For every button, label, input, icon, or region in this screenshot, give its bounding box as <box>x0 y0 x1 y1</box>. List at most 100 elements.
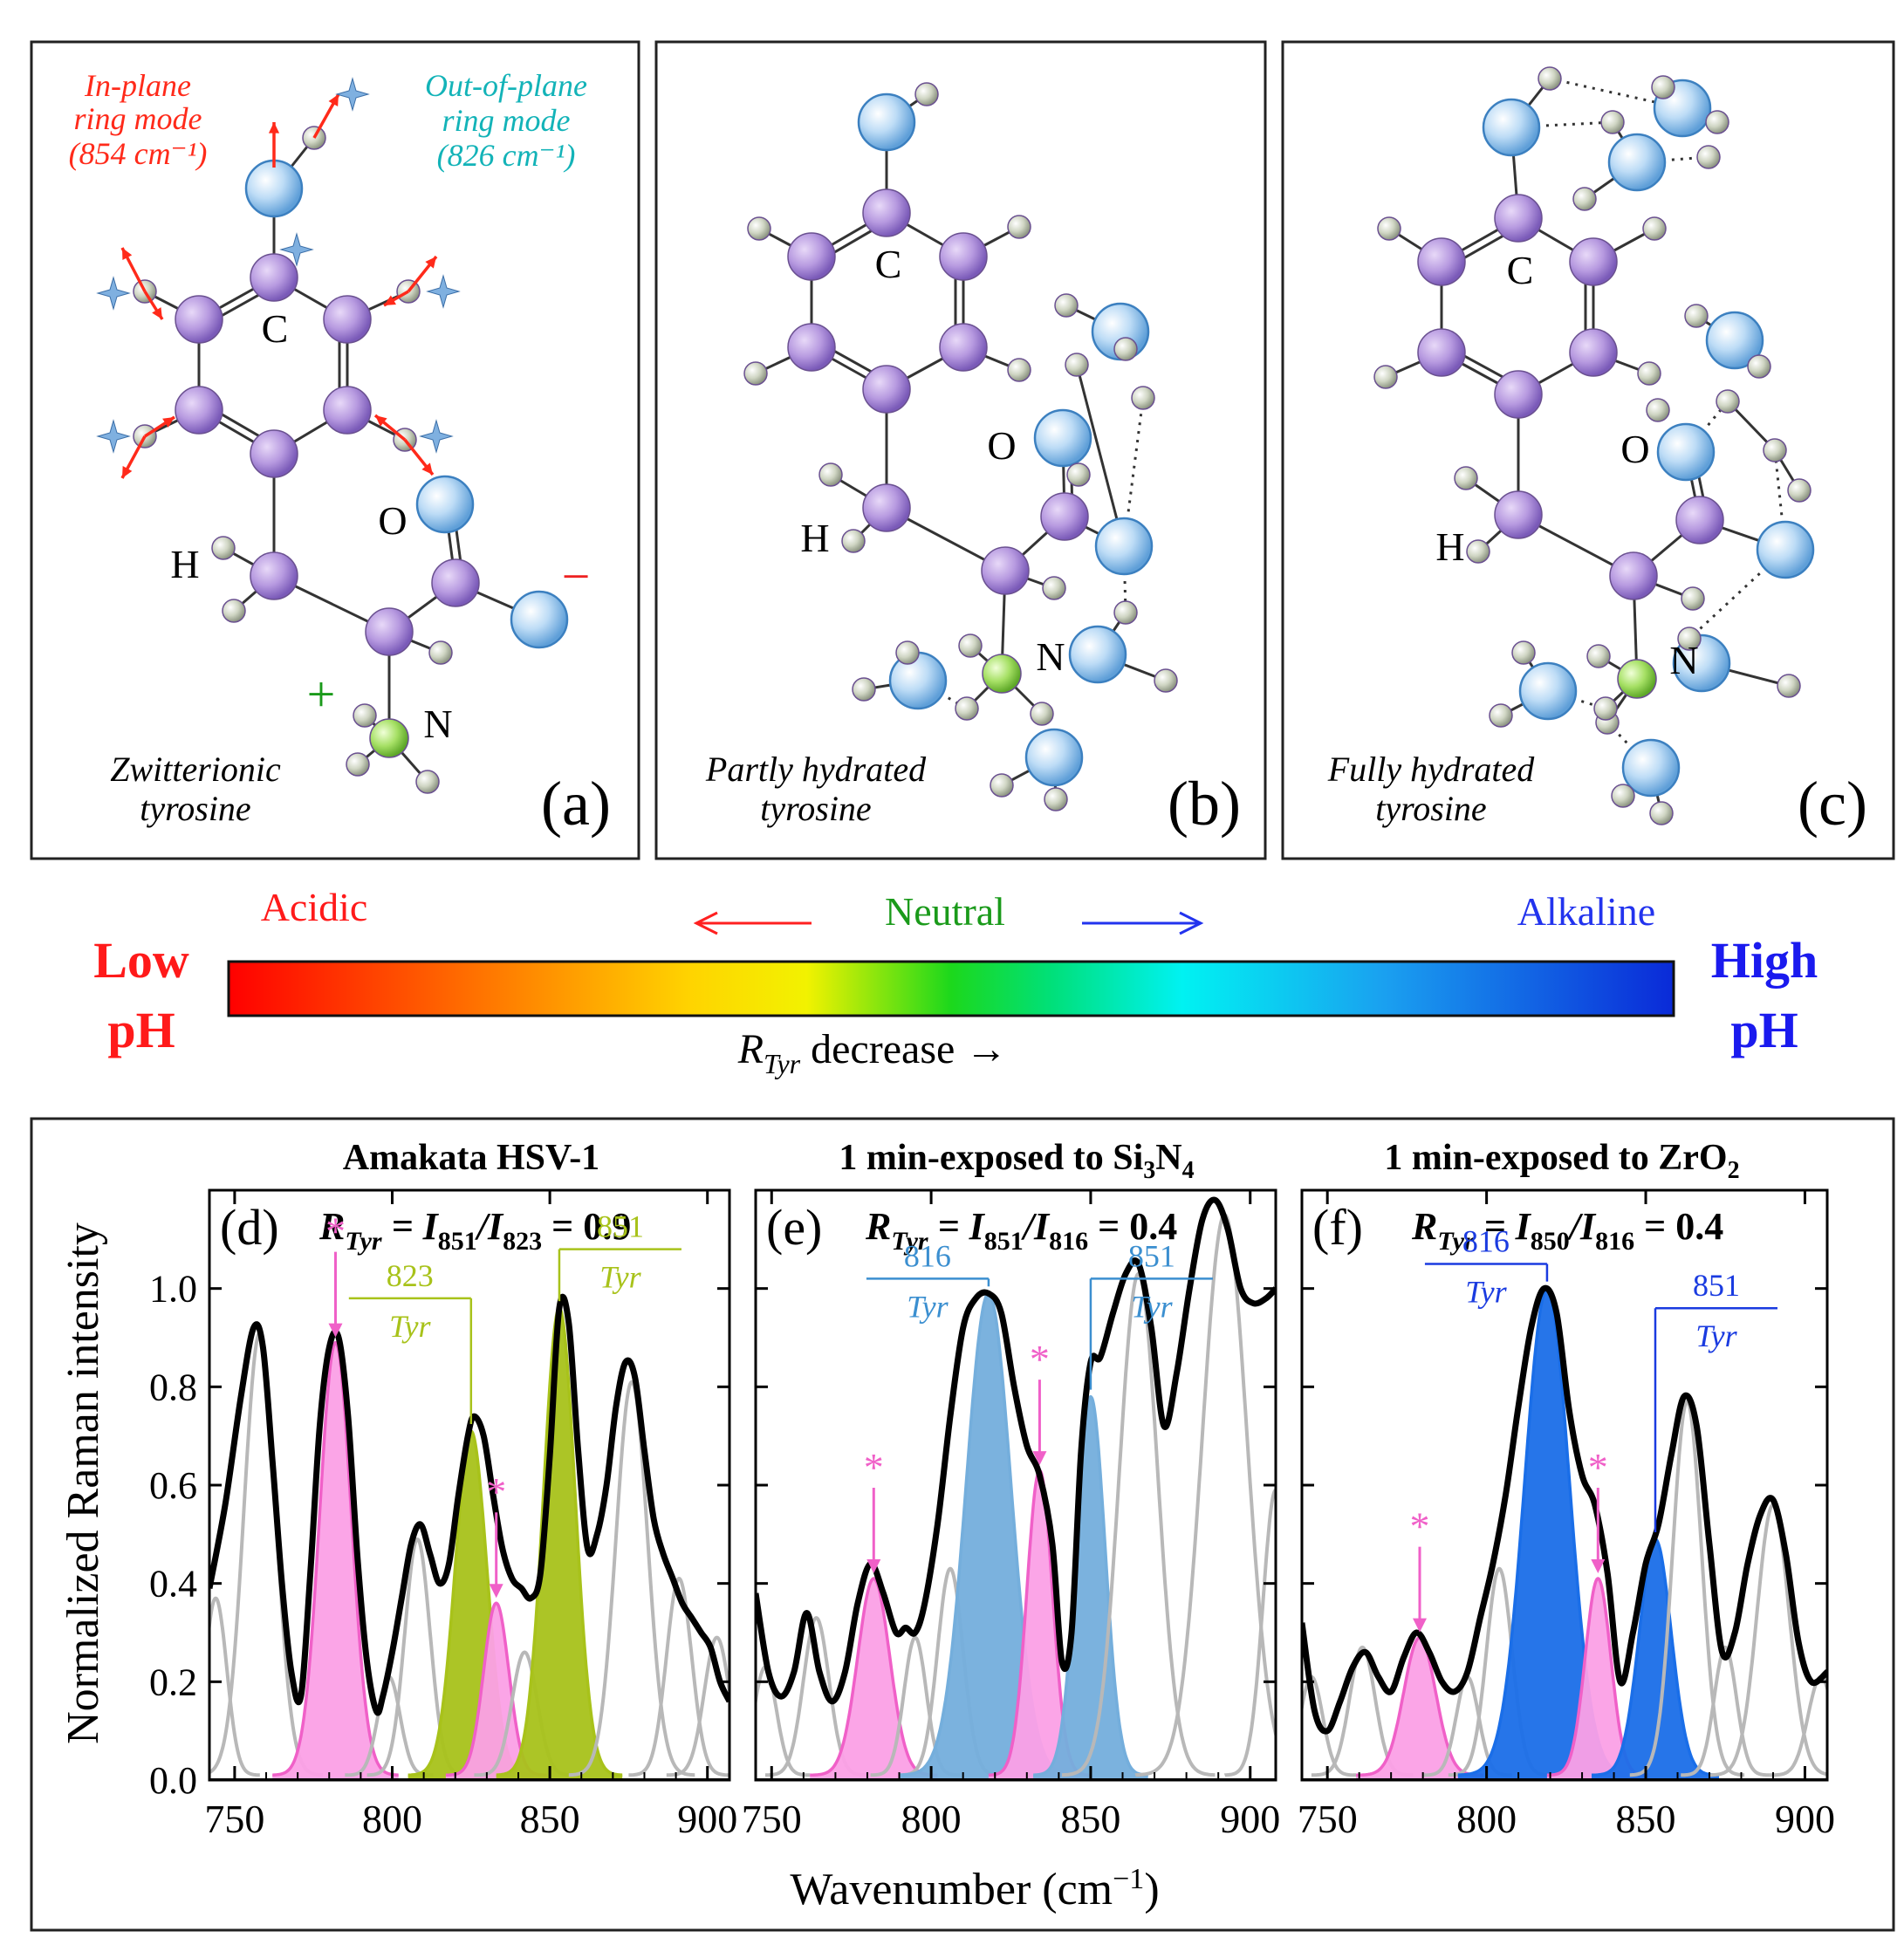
hydrogen-atom <box>841 529 866 553</box>
tyr-annotation-name: Tyr <box>1695 1318 1737 1353</box>
hydrogen-atom <box>1373 365 1398 389</box>
ratio-value: = 0.4 <box>1088 1205 1177 1248</box>
low-ph-line-2: pH <box>107 1002 175 1058</box>
hydrogen-atom <box>1065 353 1089 377</box>
rtyr-caption-r: R <box>737 1026 764 1072</box>
nitrogen-atom <box>369 718 409 758</box>
high-ph-line-1: High <box>1711 932 1818 989</box>
tyr-annotation-number: 851 <box>597 1209 644 1244</box>
hydrogen-atom <box>1007 358 1031 382</box>
chart-d-title: Amakata HSV-1 <box>343 1138 599 1178</box>
molecule-panel-c-frame <box>1281 40 1895 860</box>
marker-band-outline <box>272 1340 399 1777</box>
bond <box>1636 155 1709 164</box>
atom-label-c-b: C <box>875 242 902 286</box>
oxygen-atom <box>1033 408 1092 468</box>
marker-arrow-head <box>489 1584 503 1599</box>
x-tick-label: 900 <box>1775 1797 1835 1841</box>
hydrogen-atom <box>1684 304 1709 328</box>
hydrogen-atom <box>955 696 979 721</box>
marker-band-fill <box>810 1578 938 1780</box>
ratio-num-sub: 850 <box>1531 1227 1570 1256</box>
hydrogen-atom <box>1377 216 1401 241</box>
y-tick-label: 0.0 <box>149 1759 197 1802</box>
carbon-atom <box>1569 328 1618 377</box>
hydrogen-atom <box>1066 462 1091 487</box>
oxygen-atom <box>888 651 948 710</box>
hydrogen-atom <box>1787 478 1812 503</box>
vibration-arrow-head <box>122 248 133 260</box>
chart-e-title-mid: N <box>1155 1138 1181 1178</box>
marker-band-fill <box>445 1603 547 1780</box>
hydrogen-atom <box>1649 801 1674 825</box>
x-tick-label: 800 <box>362 1797 422 1841</box>
oxygen-atom <box>1607 133 1667 192</box>
y-tick-label: 1.0 <box>149 1268 197 1311</box>
caption-c-line-2: tyrosine <box>1375 789 1486 828</box>
tyr-annotation-number: 851 <box>1128 1238 1175 1273</box>
hydrogen-atom <box>1044 787 1068 811</box>
x-tick-label: 850 <box>1060 1797 1120 1841</box>
marker-band-fill <box>1546 1578 1649 1780</box>
hydrogen-atom <box>1572 187 1597 211</box>
molecule-panel-b-frame <box>654 40 1267 860</box>
ph-color-bar <box>227 960 1675 1017</box>
carbon-atom <box>1417 328 1466 377</box>
hydrogen-atom <box>1042 576 1066 600</box>
vibration-arrow-head <box>375 415 387 427</box>
ratio-slash-i: /I <box>1567 1205 1597 1248</box>
carbon-atom <box>250 429 298 478</box>
atom-label-h-b: H <box>800 516 829 560</box>
ratio-eq-i: = I <box>1475 1205 1532 1248</box>
component-band-gray <box>1629 1400 1745 1777</box>
chart-e-title-pre: 1 min-exposed to Si <box>839 1138 1143 1178</box>
hydrogen-atom <box>1763 438 1787 462</box>
vibration-arrow-head <box>425 257 436 269</box>
zwitterionic-tyrosine-molecule <box>96 77 569 794</box>
ratio-value: = 0.9 <box>542 1205 631 1248</box>
marker-arrow-head <box>866 1559 881 1574</box>
plot-area <box>756 1196 1276 1780</box>
high-ph-line-2: pH <box>1730 1002 1798 1058</box>
ratio-slash-i: /I <box>475 1205 504 1248</box>
oxygen-atom <box>415 475 475 534</box>
chart-e-title-sub2: 4 <box>1182 1157 1195 1184</box>
spectrum-envelope-line <box>756 1196 1276 1705</box>
carbon-atom <box>250 253 298 302</box>
hydrogen-atom <box>895 640 920 665</box>
acidic-label: Acidic <box>261 885 368 929</box>
in-plane-mode-line-1: In-plane <box>84 68 191 103</box>
hydrogen-atom <box>958 633 983 658</box>
tyr-band-fill <box>408 1431 534 1780</box>
carbon-atom <box>862 365 911 414</box>
atom-label-h-c: H <box>1435 524 1464 569</box>
ratio-formula: RTyr = I851/I816 = 0.4 <box>865 1205 1177 1256</box>
marker-asterisk: * <box>1409 1504 1429 1549</box>
chart-f-title-pre: 1 min-exposed to ZrO <box>1384 1138 1727 1178</box>
bond <box>1075 364 1126 547</box>
carbon-atom <box>250 551 298 600</box>
left-arrow-icon <box>693 911 812 935</box>
oxygen-atom <box>1705 311 1764 370</box>
atom-label-n-b: N <box>1036 634 1065 679</box>
chart-e-title-sub1: 3 <box>1143 1157 1155 1184</box>
tyr-annotation-number: 816 <box>1462 1224 1510 1259</box>
carbon-atom <box>1417 237 1466 286</box>
x-tick-label: 800 <box>1456 1797 1517 1841</box>
x-axis-label: Wavenumber (cm−1) <box>790 1863 1159 1914</box>
alkaline-label: Alkaline <box>1517 889 1655 934</box>
tyr-annotation-name: Tyr <box>907 1289 949 1324</box>
oxygen-atom <box>510 590 569 649</box>
hydrogen-atom <box>1705 110 1729 134</box>
out-of-plane-sparkle-icon <box>96 419 131 454</box>
hydrogen-atom <box>1113 337 1138 361</box>
caption-a-line-1: Zwitterionic <box>110 750 281 789</box>
hydrogen-atom <box>747 216 771 241</box>
hydrogen-atom <box>1651 75 1675 99</box>
low-ph-line-1: Low <box>93 932 189 989</box>
plot-area <box>1302 1284 1827 1780</box>
x-tick-label: 850 <box>520 1797 580 1841</box>
right-arrow-icon <box>1082 911 1204 935</box>
hydrogen-atom <box>1646 398 1670 422</box>
x-tick-label: 750 <box>1298 1797 1358 1841</box>
